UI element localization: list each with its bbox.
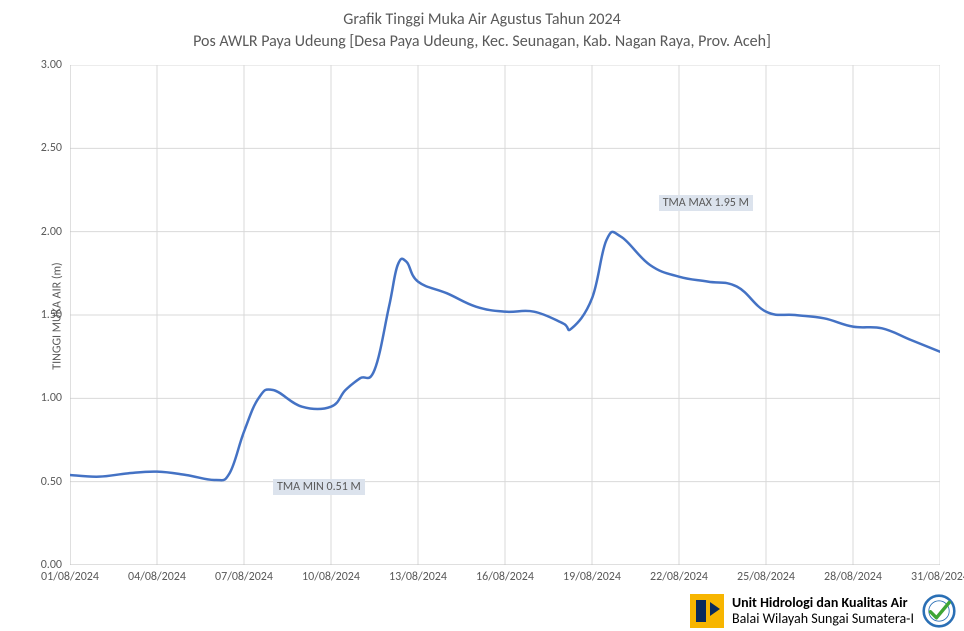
water-level-chart: Grafik Tinggi Muka Air Agustus Tahun 202… (0, 0, 964, 631)
xtick-10: 31/08/2024 (911, 570, 964, 584)
ytick-4: 2.00 (12, 225, 62, 239)
xtick-9: 28/08/2024 (824, 570, 882, 584)
footer-org: Unit Hidrologi dan Kualitas Air Balai Wi… (732, 595, 914, 627)
ytick-3: 1.50 (12, 308, 62, 322)
footer-line2: Balai Wilayah Sungai Sumatera-I (732, 611, 914, 627)
plot-area (70, 65, 940, 565)
xtick-2: 07/08/2024 (215, 570, 273, 584)
xtick-7: 22/08/2024 (650, 570, 708, 584)
xtick-3: 10/08/2024 (302, 570, 360, 584)
chart-subtitle: Pos AWLR Paya Udeung [Desa Paya Udeung, … (0, 32, 964, 51)
xtick-8: 25/08/2024 (737, 570, 795, 584)
ytick-1: 0.50 (12, 475, 62, 489)
chart-title: Grafik Tinggi Muka Air Agustus Tahun 202… (0, 10, 964, 29)
ytick-6: 3.00 (12, 58, 62, 72)
xtick-5: 16/08/2024 (476, 570, 534, 584)
xtick-0: 01/08/2024 (41, 570, 99, 584)
iso-certified-icon (922, 594, 956, 628)
ytick-2: 1.00 (12, 391, 62, 405)
ytick-5: 2.50 (12, 141, 62, 155)
xtick-4: 13/08/2024 (389, 570, 447, 584)
footer: Unit Hidrologi dan Kualitas Air Balai Wi… (690, 594, 914, 628)
pu-logo-icon (690, 594, 724, 628)
xtick-1: 04/08/2024 (128, 570, 186, 584)
xtick-6: 19/08/2024 (563, 570, 621, 584)
tma-min-annotation: TMA MIN 0.51 M (273, 479, 365, 495)
tma-max-annotation: TMA MAX 1.95 M (659, 195, 753, 211)
footer-line1: Unit Hidrologi dan Kualitas Air (732, 595, 914, 611)
